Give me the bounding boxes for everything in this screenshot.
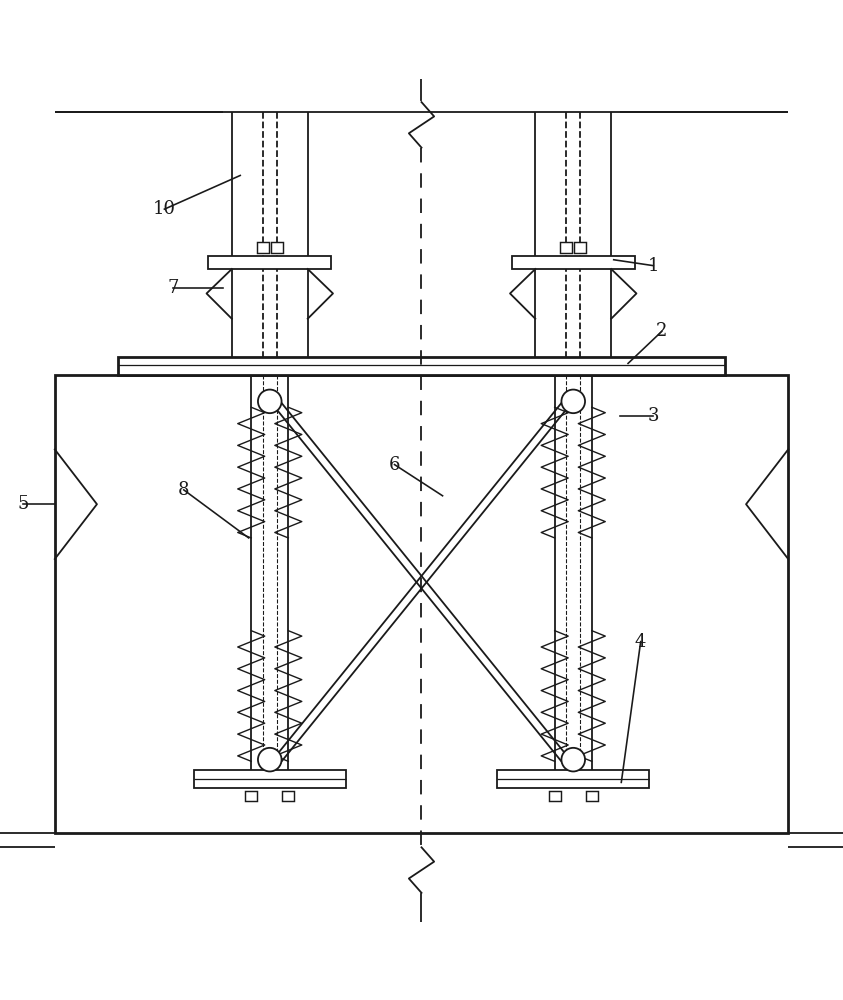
Bar	[549, 791, 561, 801]
Bar	[257, 242, 269, 253]
Text: 8: 8	[178, 481, 190, 499]
Bar	[282, 791, 294, 801]
Text: 1: 1	[647, 257, 659, 275]
Bar	[208, 256, 331, 269]
Bar	[245, 791, 257, 801]
Circle shape	[258, 748, 282, 771]
Bar	[574, 242, 586, 253]
Circle shape	[561, 390, 585, 413]
Bar	[118, 357, 725, 375]
Bar	[55, 375, 788, 833]
Text: 3: 3	[647, 407, 659, 425]
Bar	[271, 242, 282, 253]
Circle shape	[258, 390, 282, 413]
Text: 7: 7	[167, 279, 179, 297]
Text: 6: 6	[389, 456, 400, 474]
Circle shape	[561, 748, 585, 771]
Text: 2: 2	[656, 322, 668, 340]
Bar	[194, 770, 346, 788]
Bar	[497, 770, 649, 788]
Bar	[561, 242, 572, 253]
Text: 4: 4	[635, 633, 647, 651]
Text: 10: 10	[153, 200, 176, 218]
Text: 5: 5	[17, 495, 29, 513]
Bar	[586, 791, 598, 801]
Bar	[512, 256, 635, 269]
